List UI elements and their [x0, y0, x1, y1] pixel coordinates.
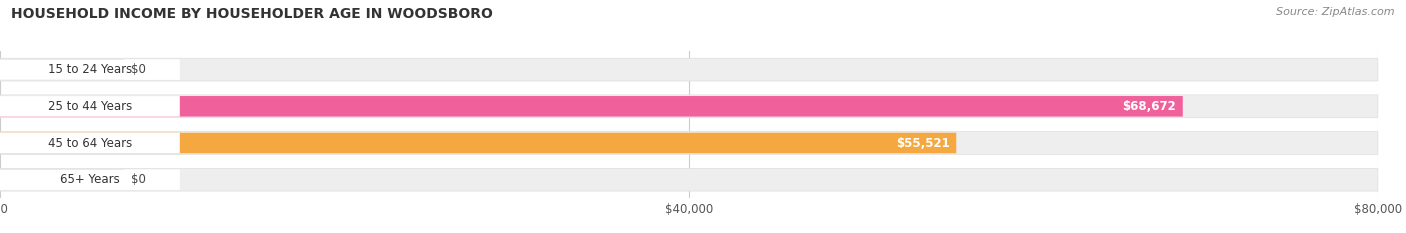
FancyBboxPatch shape — [0, 133, 956, 153]
Text: HOUSEHOLD INCOME BY HOUSEHOLDER AGE IN WOODSBORO: HOUSEHOLD INCOME BY HOUSEHOLDER AGE IN W… — [11, 7, 494, 21]
FancyBboxPatch shape — [0, 96, 180, 116]
Text: Source: ZipAtlas.com: Source: ZipAtlas.com — [1277, 7, 1395, 17]
FancyBboxPatch shape — [0, 132, 1378, 154]
FancyBboxPatch shape — [0, 169, 180, 190]
FancyBboxPatch shape — [0, 95, 1378, 118]
FancyBboxPatch shape — [0, 169, 124, 190]
Text: 45 to 64 Years: 45 to 64 Years — [48, 137, 132, 150]
FancyBboxPatch shape — [0, 133, 180, 153]
FancyBboxPatch shape — [0, 168, 1378, 191]
Text: 25 to 44 Years: 25 to 44 Years — [48, 100, 132, 113]
FancyBboxPatch shape — [0, 58, 1378, 81]
Text: $55,521: $55,521 — [896, 137, 949, 150]
Text: 15 to 24 Years: 15 to 24 Years — [48, 63, 132, 76]
FancyBboxPatch shape — [0, 96, 1182, 116]
Text: $0: $0 — [131, 63, 146, 76]
Text: 65+ Years: 65+ Years — [60, 173, 120, 186]
FancyBboxPatch shape — [0, 59, 180, 80]
FancyBboxPatch shape — [0, 59, 124, 80]
Text: $0: $0 — [131, 173, 146, 186]
Text: $68,672: $68,672 — [1122, 100, 1175, 113]
